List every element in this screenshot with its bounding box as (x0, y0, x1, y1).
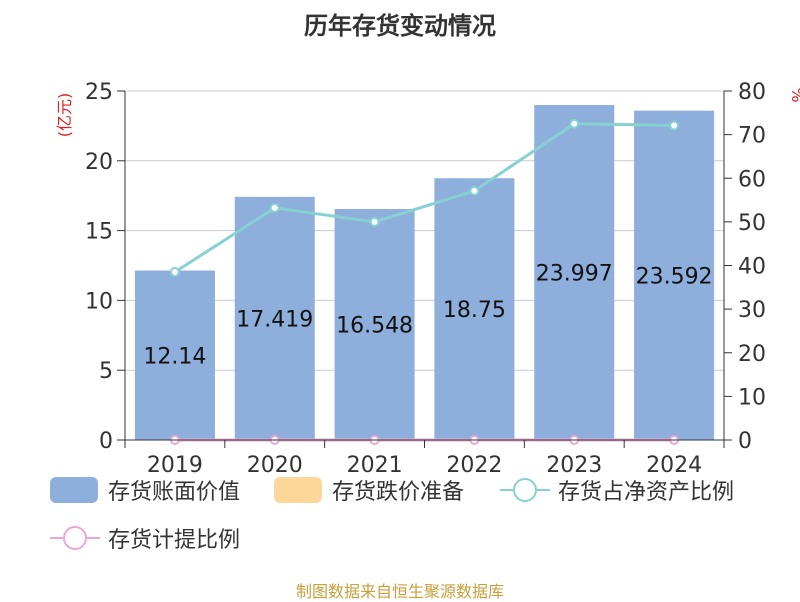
line-point-2-2020[interactable] (269, 202, 280, 213)
y-left-tick-label: 25 (85, 80, 113, 105)
bar-value-label: 16.548 (336, 313, 413, 338)
y-right-tick-label: 80 (738, 80, 766, 105)
y-right-tick-label: 50 (738, 211, 766, 236)
x-tick-label: 2019 (147, 453, 203, 478)
bar-value-label: 12.14 (143, 344, 206, 369)
legend-label-provision-ratio: 存货计提比例 (108, 528, 241, 553)
y-left-tick-label: 10 (85, 289, 113, 314)
legend-label-net-asset-ratio: 存货占净资产比例 (558, 480, 735, 505)
legend-swatch-net-asset-ratio (500, 478, 550, 502)
line-point-2-2024[interactable] (669, 120, 680, 131)
bar-2021[interactable] (334, 208, 415, 440)
x-tick-label: 2020 (247, 453, 303, 478)
source-note: 制图数据来自恒生聚源数据库 (295, 582, 504, 601)
grid-lines (125, 90, 724, 371)
x-tick-label: 2022 (446, 453, 502, 478)
bar-2023[interactable] (534, 105, 615, 440)
bar-2024[interactable] (634, 110, 715, 441)
y-right-tick-label: 60 (738, 167, 766, 192)
legend-swatch-provision-ratio (50, 526, 100, 550)
y-right-tick-label: 0 (738, 429, 752, 454)
y-right-tick-label: 70 (738, 124, 766, 149)
y-left-tick-label: 0 (99, 429, 113, 454)
legend-item-book-value[interactable]: 存货账面价值 (50, 474, 240, 506)
bar-2019[interactable] (134, 270, 215, 440)
y-left-tick-label: 5 (99, 359, 113, 384)
bar-series (134, 105, 715, 441)
bar-value-label: 18.75 (443, 298, 506, 323)
line-point-2-2019[interactable] (169, 267, 180, 278)
axes: 0 5 10 15 20 25 0 10 20 30 40 50 60 70 80 2019 2020 2021 2… (55, 80, 800, 478)
x-tick-label: 2024 (646, 453, 702, 478)
data-labels: 12.14 17.419 16.548 18.75 23.997 23.592 (143, 262, 712, 370)
y-right-tick-label: 20 (738, 342, 766, 367)
chart-title: 历年存货变动情况 (304, 12, 496, 40)
y-left-unit: (亿元) (55, 93, 74, 138)
y-right-tick-label: 40 (738, 255, 766, 280)
bar-value-label: 23.592 (636, 264, 713, 289)
line-point-2-2023[interactable] (569, 118, 580, 129)
legend-item-net-asset-ratio[interactable]: 存货占净资产比例 (500, 474, 734, 506)
y-right-unit: % (788, 87, 800, 102)
line-series-2 (174, 122, 675, 274)
y-right-tick-label: 30 (738, 298, 766, 323)
y-left-tick-label: 15 (85, 220, 113, 245)
legend-item-provision-ratio[interactable]: 存货计提比例 (50, 522, 240, 554)
x-tick-label: 2021 (347, 453, 403, 478)
y-left-tick-label: 20 (85, 150, 113, 175)
legend-swatch-impairment (274, 477, 322, 503)
legend-item-impairment[interactable]: 存货跌价准备 (274, 474, 464, 506)
bar-2022[interactable] (434, 178, 515, 440)
legend-label-impairment: 存货跌价准备 (332, 480, 465, 505)
line-point-2-2021[interactable] (369, 216, 380, 227)
line-point-2-2022[interactable] (469, 185, 480, 196)
legend-label-book-value: 存货账面价值 (108, 480, 241, 505)
x-tick-label: 2023 (546, 453, 602, 478)
y-right-tick-label: 10 (738, 385, 766, 410)
bar-2020[interactable] (234, 196, 315, 440)
bar-value-label: 17.419 (236, 307, 313, 332)
legend-swatch-book-value (50, 477, 98, 503)
bar-value-label: 23.997 (536, 262, 613, 287)
